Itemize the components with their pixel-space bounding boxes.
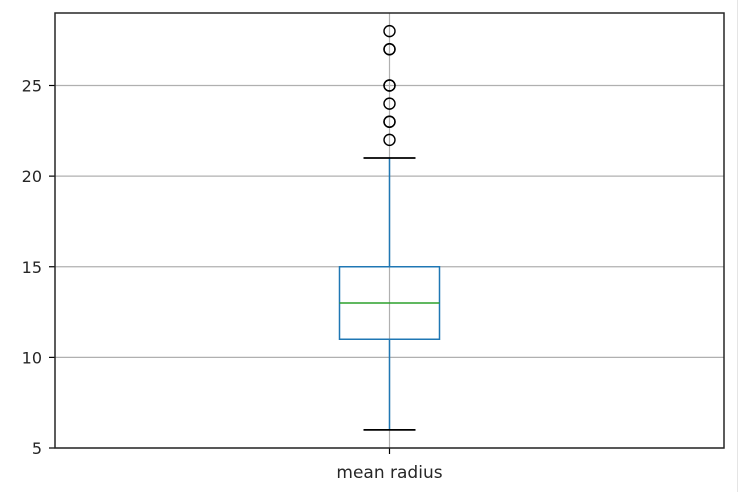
y-tick-label: 25 [22,77,42,96]
y-tick-label: 20 [22,167,42,186]
outlier-point [383,133,396,147]
outlier-point [383,97,396,110]
plot-frame [54,12,725,449]
outlier-point [383,24,396,38]
y-tick-label: 5 [32,439,42,458]
x-tick-label: mean radius [336,463,442,483]
y-tick-label: 15 [22,258,42,277]
outlier-point [383,115,396,128]
outlier-point [383,79,396,92]
outlier-point [383,43,396,56]
y-tick-label: 10 [22,348,42,367]
